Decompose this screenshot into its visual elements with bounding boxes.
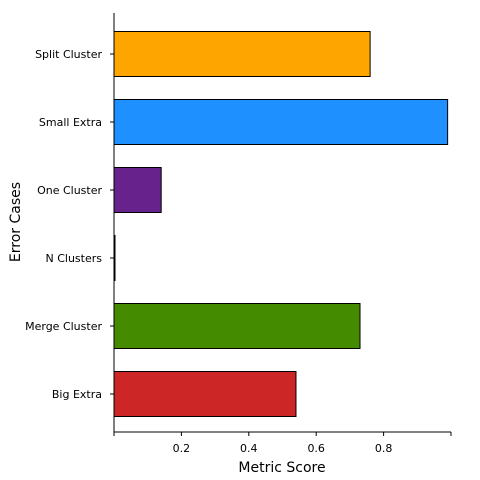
x-tick-label: 0.6 xyxy=(307,442,325,455)
x-tick-label: 0.2 xyxy=(173,442,191,455)
bars-group xyxy=(113,31,449,417)
x-ticks-group: 0.2 0.4 0.6 0.8 xyxy=(113,432,452,455)
bar-big-extra xyxy=(113,371,297,417)
y-tick-label: Merge Cluster xyxy=(25,320,102,333)
bar-one-cluster xyxy=(113,167,162,213)
y-tick-label: N Clusters xyxy=(46,252,103,265)
y-tick-label: Small Extra xyxy=(39,116,102,129)
bar-split-cluster xyxy=(113,31,371,77)
y-tick-label: Split Cluster xyxy=(35,48,102,61)
bar-merge-cluster xyxy=(113,303,361,349)
y-axis-title: Error Cases xyxy=(8,182,24,262)
y-tick-label: Big Extra xyxy=(52,388,102,401)
x-axis-title: Metric Score xyxy=(238,460,325,476)
y-ticks-group: Split Cluster Small Extra One Cluster N Clu… xyxy=(25,48,114,401)
bar-small-extra xyxy=(113,99,449,145)
x-tick-label: 0.4 xyxy=(240,442,258,455)
x-tick-label: 0.8 xyxy=(375,442,393,455)
y-tick-label: One Cluster xyxy=(37,184,102,197)
